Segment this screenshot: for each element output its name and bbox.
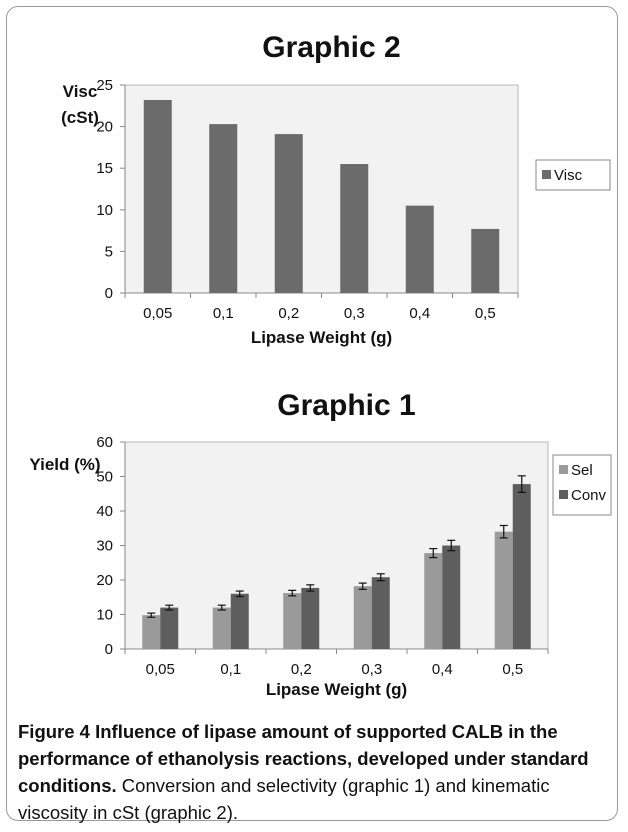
graphic2-title: Graphic 2 <box>262 31 400 64</box>
graphic1-bar-sel <box>494 531 513 649</box>
graphic2-y-tick-label: 0 <box>105 285 113 302</box>
graphic2-xlabel: Lipase Weight (g) <box>251 328 392 347</box>
graphic1-ylabel: Yield (%) <box>29 455 100 474</box>
graphic2-ylabel: (cSt) <box>61 108 99 127</box>
graphic1-bar-conv <box>442 545 461 649</box>
graphic1-legend-label-conv: Conv <box>571 487 607 504</box>
graphic1-y-tick-label: 50 <box>96 469 113 486</box>
figure-charts: Graphic 2 Visc (cSt) 0 5 10 15 20 25 0,05 0,1 0,2 0,… <box>29 31 612 699</box>
graphic1-y-tick-label: 30 <box>96 538 113 555</box>
graphic1-x-tick-label: 0,4 <box>432 661 453 678</box>
graphic1-title: Graphic 1 <box>277 389 415 422</box>
graphic1-x-tick-label: 0,2 <box>291 661 312 678</box>
graphic2-x-tick-label: 0,4 <box>409 305 430 322</box>
graphic2-x-tick-label: 0,05 <box>143 305 172 322</box>
graphic1-bar-sel <box>212 607 231 649</box>
graphic2-ylabel: Visc <box>63 82 98 101</box>
graphic1-legend-swatch-conv <box>559 490 568 499</box>
graphic1-bar-conv <box>230 593 249 649</box>
graphic1-bar-conv <box>160 607 179 649</box>
graphic1-y-tick-label: 20 <box>96 572 113 589</box>
graphic1-bar-conv <box>301 587 320 649</box>
graphic1-x-tick-label: 0,05 <box>146 661 175 678</box>
graphic1-plot-area <box>124 441 549 650</box>
graphic1-x-tick-label: 0,1 <box>220 661 241 678</box>
graphic1-y-tick-label: 10 <box>96 607 113 624</box>
graphic1-x-tick-label: 0,5 <box>502 661 523 678</box>
graphic2-legend-swatch-visc <box>542 170 551 179</box>
graphic2-bar-visc <box>340 164 369 293</box>
graphic1-bar-conv <box>512 484 531 649</box>
graphic2-y-tick-label: 15 <box>96 160 113 177</box>
graphic2-bar-visc <box>274 134 303 293</box>
graphic2-plot-area <box>124 84 519 294</box>
graphic1-bar-sel <box>142 615 161 649</box>
caption-bold: Figure 4 Influence of lipase amount of s… <box>18 721 589 796</box>
graphic2-bar-visc <box>143 99 172 293</box>
graphic2-y-tick-label: 5 <box>105 243 113 260</box>
graphic2-y-tick-label: 25 <box>96 77 113 94</box>
graphic2-x-tick-label: 0,1 <box>213 305 234 322</box>
graphic1-bar-sel <box>424 553 443 649</box>
graphic1-bar-conv <box>371 577 390 649</box>
graphic2-bar-visc <box>471 228 500 293</box>
graphic2-x-tick-label: 0,5 <box>475 305 496 322</box>
graphic2-bar-visc <box>405 205 434 293</box>
graphic2-legend-label-visc: Visc <box>554 167 583 184</box>
graphic1-bar-sel <box>353 586 372 649</box>
graphic1-legend-swatch-sel <box>559 465 568 474</box>
figure-caption: Figure 4 Influence of lipase amount of s… <box>18 718 614 826</box>
graphic1-x-tick-label: 0,3 <box>361 661 382 678</box>
graphic1-y-tick-label: 40 <box>96 503 113 520</box>
graphic2-x-tick-label: 0,3 <box>344 305 365 322</box>
graphic1-y-tick-label: 60 <box>96 434 113 451</box>
graphic1-legend-label-sel: Sel <box>571 462 593 479</box>
graphic1-y-tick-label: 0 <box>105 641 113 658</box>
graphic2-y-tick-label: 20 <box>96 119 113 136</box>
graphic2-x-tick-label: 0,2 <box>278 305 299 322</box>
graphic1-bar-sel <box>283 593 302 649</box>
graphic2-bar-visc <box>209 124 238 293</box>
caption-text: Conversion and selectivity (graphic 1) a… <box>18 775 550 823</box>
graphic2-y-tick-label: 10 <box>96 202 113 219</box>
graphic1-xlabel: Lipase Weight (g) <box>266 680 407 699</box>
